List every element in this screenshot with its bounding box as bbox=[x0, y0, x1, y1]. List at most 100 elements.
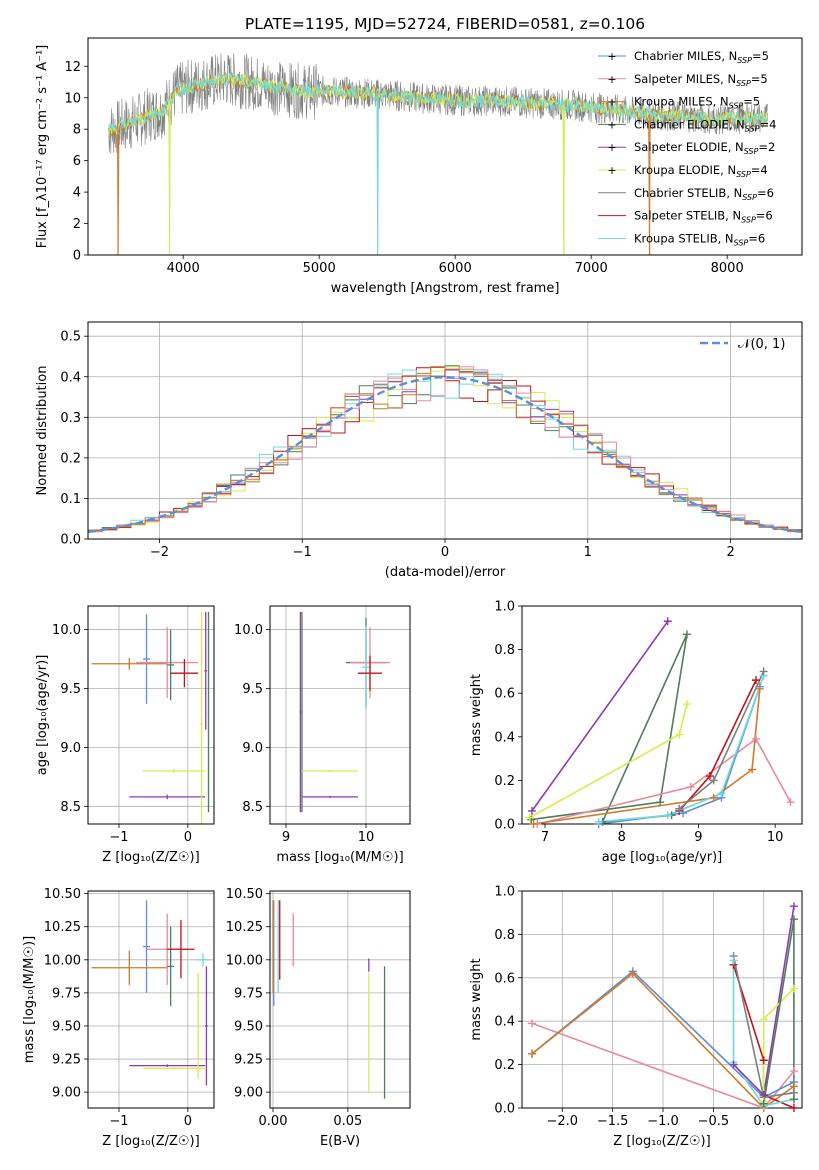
x-tick-label: 9 bbox=[282, 830, 290, 845]
legend-text: =2 bbox=[758, 140, 775, 154]
weight-marker bbox=[628, 969, 637, 978]
x-tick-label: 0 bbox=[441, 545, 449, 560]
legend-subscript: SSP bbox=[741, 216, 756, 225]
weight-marker bbox=[527, 806, 536, 815]
x-tick-label: 1 bbox=[584, 545, 592, 560]
legend-label: Kroupa MILES, NSSP=5 bbox=[634, 95, 760, 111]
legend-subscript: SSP bbox=[742, 193, 757, 202]
y-axis-label: mass weight bbox=[469, 958, 484, 1040]
y-tick-label: 12 bbox=[64, 60, 81, 75]
weight-line-kroupa_elodie bbox=[529, 703, 688, 819]
legend-marker: + bbox=[607, 96, 616, 109]
x-tick-label: 0.0 bbox=[753, 1114, 774, 1129]
y-tick-label: 6 bbox=[73, 154, 81, 169]
x-tick-label: −1.5 bbox=[597, 1114, 629, 1129]
y-tick-label: 0.0 bbox=[494, 1102, 515, 1117]
legend-text: =6 bbox=[757, 186, 774, 200]
x-tick-label: 2 bbox=[726, 545, 734, 560]
axes-age_vs_mass: 9 10 8.5 9.0 9.5 10.0 mass [log₁₀(M/M☉)] bbox=[234, 605, 411, 865]
legend-subscript: SSP bbox=[736, 79, 751, 88]
y-tick-label: 9.25 bbox=[52, 1053, 81, 1068]
plot-area-age_vs_mass bbox=[299, 611, 390, 813]
weight-marker bbox=[529, 820, 538, 828]
legend-marker: + bbox=[607, 141, 616, 154]
axes-weight_vs_Z: −2.0 −1.5 −1.0 −0.5 0.0 0.0 0.2 0.4 0.6 0.8 1.0 Z [… bbox=[469, 885, 803, 1149]
y-tick-label: 0.2 bbox=[494, 1058, 515, 1073]
plot-area-weight_vs_age bbox=[529, 620, 792, 824]
axes-frame bbox=[87, 605, 215, 825]
plot-area-mass_vs_ebv bbox=[272, 900, 386, 1099]
y-tick-label: 0.4 bbox=[60, 370, 81, 385]
legend-text: =4 bbox=[751, 163, 768, 177]
legend-label: Kroupa STELIB, NSSP=6 bbox=[634, 231, 765, 247]
x-tick-label: 8 bbox=[618, 830, 626, 845]
x-tick-label: 9 bbox=[694, 830, 702, 845]
axes-frame bbox=[521, 605, 803, 825]
y-tick-label: 4 bbox=[73, 186, 81, 201]
weight-marker bbox=[709, 793, 718, 802]
legend-label: Salpeter STELIB, NSSP=6 bbox=[634, 209, 773, 225]
x-tick-label: −0.5 bbox=[698, 1114, 730, 1129]
y-tick-label: 0.6 bbox=[494, 971, 515, 986]
y-axis-label: mass [log₁₀(M/M☉)] bbox=[22, 936, 37, 1063]
legend-text: Kroupa MILES, N bbox=[634, 95, 729, 109]
weight-marker bbox=[528, 1019, 537, 1028]
legend-subscript: SSP bbox=[736, 170, 751, 179]
y-tick-label: 0.8 bbox=[494, 643, 515, 658]
weight-marker bbox=[686, 782, 695, 791]
weight-marker bbox=[675, 804, 684, 813]
legend-text: Kroupa ELODIE, N bbox=[634, 163, 736, 177]
legend-label: Salpeter ELODIE, NSSP=2 bbox=[634, 140, 775, 156]
weight-marker bbox=[748, 765, 757, 774]
y-tick-label: 0.6 bbox=[494, 687, 515, 702]
y-tick-label: 9.50 bbox=[234, 1019, 263, 1034]
y-tick-label: 10.25 bbox=[44, 920, 81, 935]
axes-age_vs_Z: −1 0 8.5 9.0 9.5 10.0 Z [log₁₀(Z/Z☉)] age [log₁… bbox=[35, 605, 215, 865]
spectrum-model-kroupa_stelib bbox=[107, 72, 769, 255]
weight-marker bbox=[789, 1095, 798, 1104]
x-tick-label: −1 bbox=[293, 545, 312, 560]
x-axis-label: Z [log₁₀(Z/Z☉)] bbox=[613, 1134, 710, 1149]
weight-line-salpeter_stelib bbox=[678, 679, 757, 812]
weight-marker bbox=[789, 984, 798, 993]
y-tick-label: 0.0 bbox=[60, 533, 81, 548]
plots-group: 4000 5000 6000 7000 8000024681012wavelength … bbox=[22, 37, 803, 1149]
x-tick-label: 8000 bbox=[711, 261, 744, 276]
weight-marker bbox=[789, 915, 798, 924]
weight-marker bbox=[759, 667, 768, 676]
legend-text: Salpeter STELIB, N bbox=[634, 209, 741, 223]
weight-line-salpeter_miles bbox=[531, 1022, 795, 1108]
weight-marker bbox=[682, 630, 691, 639]
weight-marker bbox=[751, 734, 760, 743]
weight-marker bbox=[786, 798, 795, 807]
plot-area-weight_vs_Z bbox=[531, 906, 795, 1108]
legend-label: Chabrier STELIB, NSSP=6 bbox=[634, 186, 774, 202]
weight-marker bbox=[525, 813, 534, 822]
y-tick-label: 8.5 bbox=[242, 800, 263, 815]
legend-text: Chabrier ELODIE, N bbox=[634, 117, 745, 131]
y-tick-label: 9.5 bbox=[60, 682, 81, 697]
x-tick-label: −1.0 bbox=[647, 1114, 679, 1129]
legend-text: =5 bbox=[752, 49, 769, 63]
legend-text: Salpeter ELODIE, N bbox=[634, 140, 744, 154]
axes-frame bbox=[521, 890, 803, 1109]
legend-label: Chabrier MILES, NSSP=5 bbox=[634, 49, 769, 65]
legend-text: Chabrier MILES, N bbox=[634, 49, 737, 63]
y-tick-label: 0.4 bbox=[494, 730, 515, 745]
x-tick-label: 10 bbox=[767, 830, 784, 845]
weight-marker bbox=[663, 811, 672, 820]
y-tick-label: 0.5 bbox=[60, 330, 81, 345]
weight-marker bbox=[528, 1049, 537, 1058]
y-tick-label: 0.0 bbox=[494, 818, 515, 833]
weight-marker bbox=[759, 1015, 768, 1024]
axes-mass_vs_Z: −1 0 9.00 9.25 9.50 9.75 10.00 10.25 10.50 Z [log… bbox=[22, 887, 215, 1149]
y-axis-label: Normed distribution bbox=[35, 366, 50, 496]
gaussian-curve bbox=[88, 375, 802, 534]
y-tick-label: 10.25 bbox=[226, 920, 263, 935]
legend-subscript: SSP bbox=[737, 56, 752, 65]
weight-line-kroupa_stelib bbox=[732, 960, 795, 1107]
x-tick-label: 4000 bbox=[167, 261, 200, 276]
weight-line-kroupa_stelib bbox=[598, 675, 765, 823]
weight-marker bbox=[759, 1056, 768, 1065]
y-tick-label: 10 bbox=[64, 91, 81, 106]
